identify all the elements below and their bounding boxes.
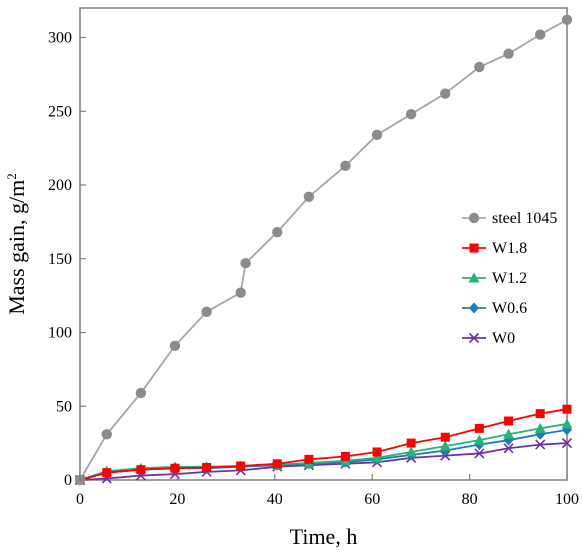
data-point-w1-8	[304, 454, 314, 464]
data-point-w1-2	[405, 446, 417, 457]
data-point-w1-8	[340, 451, 350, 461]
x-tick-label: 80	[462, 491, 478, 508]
data-point-steel-1045	[405, 109, 417, 120]
data-point-w1-8	[236, 461, 246, 471]
data-point-steel-1045	[201, 306, 212, 318]
legend-marker	[468, 332, 480, 344]
legend-label: steel 1045	[492, 210, 557, 227]
y-tick-label: 100	[48, 325, 72, 342]
legend-label: W1.2	[492, 270, 527, 287]
y-tick-label: 0	[64, 472, 72, 489]
x-axis: 0 20 40 60 80 100	[76, 474, 579, 508]
x-tick-label: 0	[76, 491, 84, 508]
data-point-w1-8	[474, 423, 484, 433]
y-axis-title-superscript: 2	[4, 173, 19, 180]
data-point-w1-8	[272, 459, 282, 469]
x-tick-label: 100	[555, 491, 579, 508]
data-point-w1-8	[202, 462, 212, 472]
y-tick-label: 150	[48, 251, 72, 268]
legend-marker	[468, 212, 480, 224]
series-w0-6	[75, 424, 572, 486]
data-point-w1-2	[561, 418, 573, 429]
series-line-w0	[79, 442, 568, 481]
data-point-w1-2	[503, 428, 515, 439]
data-point-w0	[561, 438, 573, 449]
data-point-w0	[503, 443, 514, 454]
data-point-steel-1045	[371, 129, 383, 141]
data-point-w1-8	[136, 465, 146, 475]
x-tick-label: 60	[364, 491, 380, 508]
data-point-w1-8	[170, 463, 180, 473]
data-point-w0	[474, 448, 485, 459]
legend-marker	[468, 272, 480, 283]
legend-marker	[469, 302, 479, 314]
legend-item-w0-6: W0.6	[462, 300, 527, 317]
legend: steel 1045 W1.8 W1.2 W0.6 W0	[462, 210, 557, 347]
data-point-w1-8	[562, 404, 572, 414]
data-point-steel-1045	[303, 191, 315, 202]
data-point-w1-2	[371, 452, 383, 463]
data-point-w1-2	[534, 422, 546, 433]
data-point-w1-8	[440, 432, 450, 442]
y-axis-title: Mass gain, g/m2	[4, 173, 29, 315]
series-layer	[74, 14, 573, 486]
x-axis-title: Time, h	[290, 524, 358, 549]
y-tick-label: 200	[48, 177, 72, 194]
data-point-steel-1045	[474, 61, 485, 73]
data-point-steel-1045	[503, 48, 514, 59]
legend-item-w1-8: W1.8	[462, 240, 527, 257]
data-point-w1-8	[372, 447, 382, 457]
plot-border	[79, 7, 568, 481]
data-point-w1-2	[439, 440, 451, 451]
y-tick-label: 50	[56, 398, 72, 415]
legend-item-w0: W0	[462, 330, 515, 347]
y-axis-title-text: Mass gain, g/m	[4, 180, 29, 315]
data-point-w1-8	[504, 416, 514, 426]
plot-area	[79, 7, 568, 481]
y-axis: 0 50 100 150 200 250 300	[48, 30, 86, 489]
data-point-steel-1045	[340, 160, 351, 172]
x-tick-label: 40	[267, 491, 283, 508]
y-tick-label: 300	[48, 30, 72, 47]
legend-item-w1-2: W1.2	[462, 270, 527, 287]
data-point-steel-1045	[135, 387, 147, 399]
data-point-steel-1045	[169, 340, 181, 351]
data-point-w1-2	[473, 434, 485, 445]
series-steel-1045	[74, 14, 573, 486]
data-point-w1-8	[406, 438, 416, 448]
data-point-w0	[535, 439, 546, 450]
legend-item-steel-1045: steel 1045	[462, 210, 557, 227]
data-point-steel-1045	[101, 429, 112, 440]
legend-label: W0	[492, 330, 515, 347]
data-point-steel-1045	[561, 14, 573, 25]
x-tick-label: 20	[169, 491, 185, 508]
data-point-steel-1045	[240, 257, 251, 269]
series-line-w1-2	[79, 423, 568, 481]
data-point-steel-1045	[535, 29, 546, 40]
legend-label: W1.8	[492, 240, 527, 257]
data-point-steel-1045	[440, 88, 451, 99]
data-point-w1-8	[535, 409, 545, 419]
y-tick-label: 250	[48, 103, 72, 120]
data-point-steel-1045	[272, 227, 283, 238]
legend-marker	[469, 243, 479, 253]
data-point-w1-8	[102, 468, 112, 478]
series-w1-8	[75, 404, 572, 485]
legend-label: W0.6	[492, 300, 527, 317]
data-point-steel-1045	[235, 287, 246, 298]
series-line-w1-8	[79, 408, 568, 481]
